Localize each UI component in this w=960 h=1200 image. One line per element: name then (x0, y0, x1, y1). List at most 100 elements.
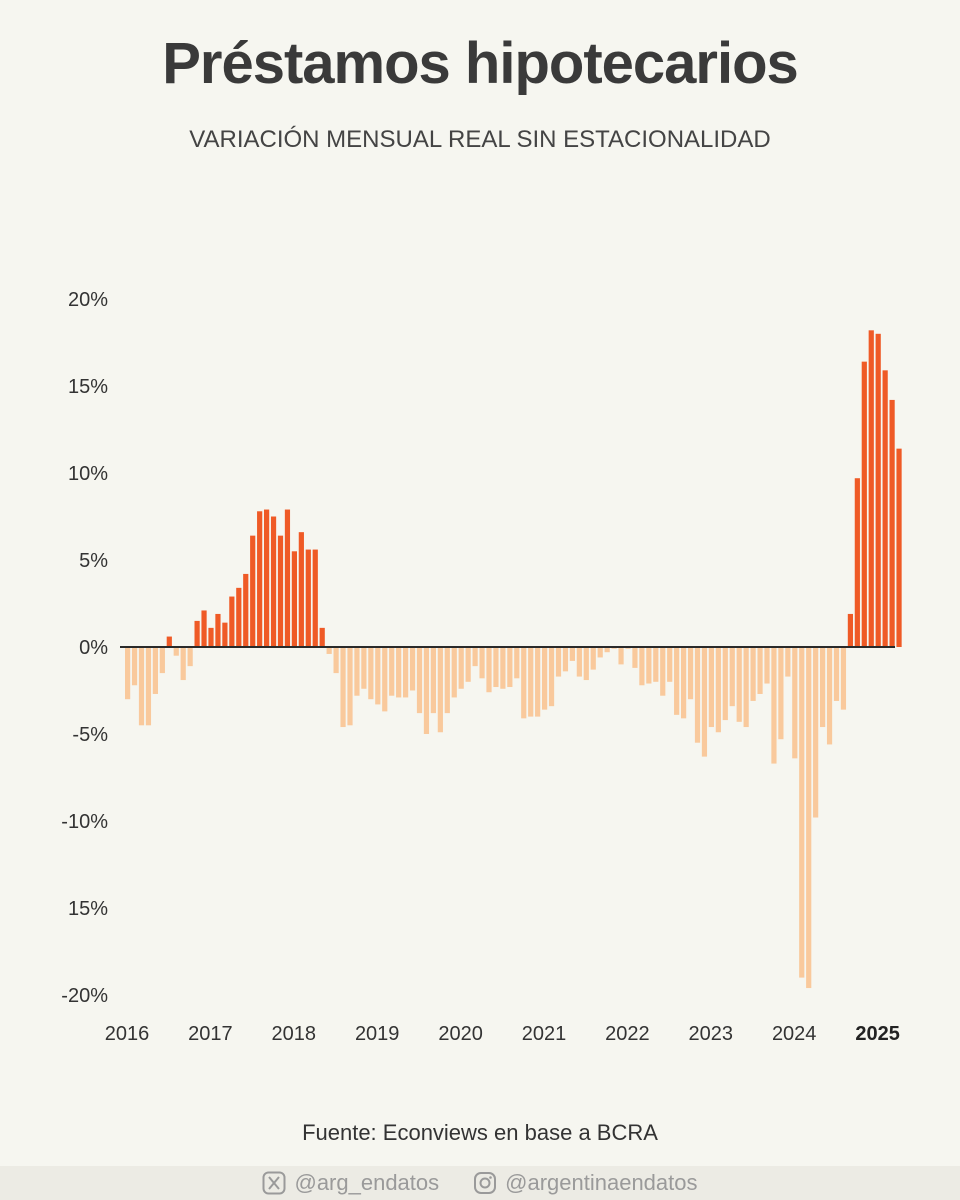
bar (284, 509, 291, 647)
bar (229, 596, 235, 647)
bar (319, 627, 325, 647)
bar (277, 535, 284, 647)
bar (882, 370, 888, 647)
x-tick-label: 2022 (605, 1023, 650, 1045)
chart-title: Préstamos hipotecarios (162, 31, 799, 96)
bar (305, 549, 311, 647)
bar (653, 647, 659, 682)
bar (847, 613, 853, 647)
bar (416, 647, 423, 714)
twitter-handle-label: @arg_endatos (294, 1170, 440, 1195)
bar (257, 511, 263, 647)
y-tick-label: -20% (61, 985, 108, 1007)
bar (833, 647, 840, 701)
bar (180, 647, 186, 681)
bar (521, 647, 527, 719)
x-tick-label: 2017 (188, 1023, 233, 1045)
bar (806, 647, 812, 989)
bar (896, 448, 902, 647)
bars-group (125, 330, 902, 989)
bar (583, 647, 589, 681)
bar (423, 647, 430, 734)
bar (820, 647, 826, 728)
bar (465, 647, 471, 682)
y-tick-label: 20% (68, 289, 108, 311)
bar (639, 647, 645, 686)
bar (451, 647, 457, 698)
bar (542, 647, 548, 710)
bar (708, 647, 714, 728)
bar (354, 647, 360, 696)
bar (632, 647, 638, 668)
source-note: Fuente: Econviews en base a BCRA (302, 1120, 658, 1145)
bar (785, 647, 791, 677)
bar (298, 532, 304, 647)
twitter-handle[interactable]: @arg_endatos (262, 1170, 439, 1196)
bar (813, 647, 819, 818)
bar (674, 647, 680, 715)
y-tick-label: 15% (68, 898, 108, 920)
bar (590, 647, 596, 670)
bar (667, 647, 673, 682)
bar (792, 647, 798, 759)
bar (799, 647, 805, 978)
bar (771, 647, 777, 764)
x-tick-label: 2018 (272, 1023, 317, 1045)
bar (131, 647, 138, 686)
bar (472, 647, 478, 667)
bar (138, 647, 145, 726)
bar (375, 647, 381, 705)
bar (264, 509, 270, 647)
bar-chart: 20% 15% 10% 5% 0% -5% -10% 15% -20% 2016 2017 2018… (61, 289, 902, 1045)
bar (493, 647, 499, 688)
instagram-handle-label: @argentinaendatos (505, 1170, 698, 1195)
bar (333, 647, 339, 674)
y-tick-label: -5% (72, 724, 108, 746)
bar (270, 516, 277, 647)
bar (694, 647, 701, 743)
bar (646, 647, 652, 684)
bar (868, 330, 874, 647)
bar (444, 647, 450, 714)
bar (500, 647, 506, 689)
bar (875, 333, 881, 647)
bar (764, 647, 770, 684)
bar (389, 647, 395, 696)
y-tick-label: 10% (68, 463, 108, 485)
bar (340, 647, 346, 728)
bar (618, 647, 624, 665)
bar (222, 622, 228, 647)
bar (528, 647, 534, 717)
bar (187, 647, 193, 667)
bar (159, 647, 165, 674)
bar (514, 647, 520, 679)
instagram-icon (473, 1171, 497, 1195)
bar (208, 627, 214, 647)
bar (597, 647, 603, 658)
bar (729, 647, 735, 707)
instagram-handle[interactable]: @argentinaendatos (473, 1170, 698, 1196)
x-tick-label: 2021 (522, 1023, 567, 1045)
x-tick-label: 2019 (355, 1023, 400, 1045)
bar (368, 647, 374, 700)
x-tick-label: 2025 (855, 1023, 900, 1045)
bar (166, 636, 172, 647)
bar (840, 647, 847, 710)
bar (361, 647, 367, 689)
bar (687, 647, 694, 700)
chart-subtitle: VARIACIÓN MENSUAL REAL SIN ESTACIONALIDA… (189, 126, 771, 153)
bar (548, 647, 555, 707)
bar (152, 647, 158, 694)
bar (750, 647, 756, 701)
bar (291, 551, 297, 647)
bar (125, 647, 131, 700)
bar (736, 647, 742, 722)
bar (715, 647, 721, 733)
bar (437, 647, 443, 733)
bar (479, 647, 485, 679)
x-tick-label: 2016 (105, 1023, 150, 1045)
bar (201, 610, 207, 647)
bar (458, 647, 464, 689)
bar (861, 361, 867, 647)
bar (854, 478, 860, 647)
